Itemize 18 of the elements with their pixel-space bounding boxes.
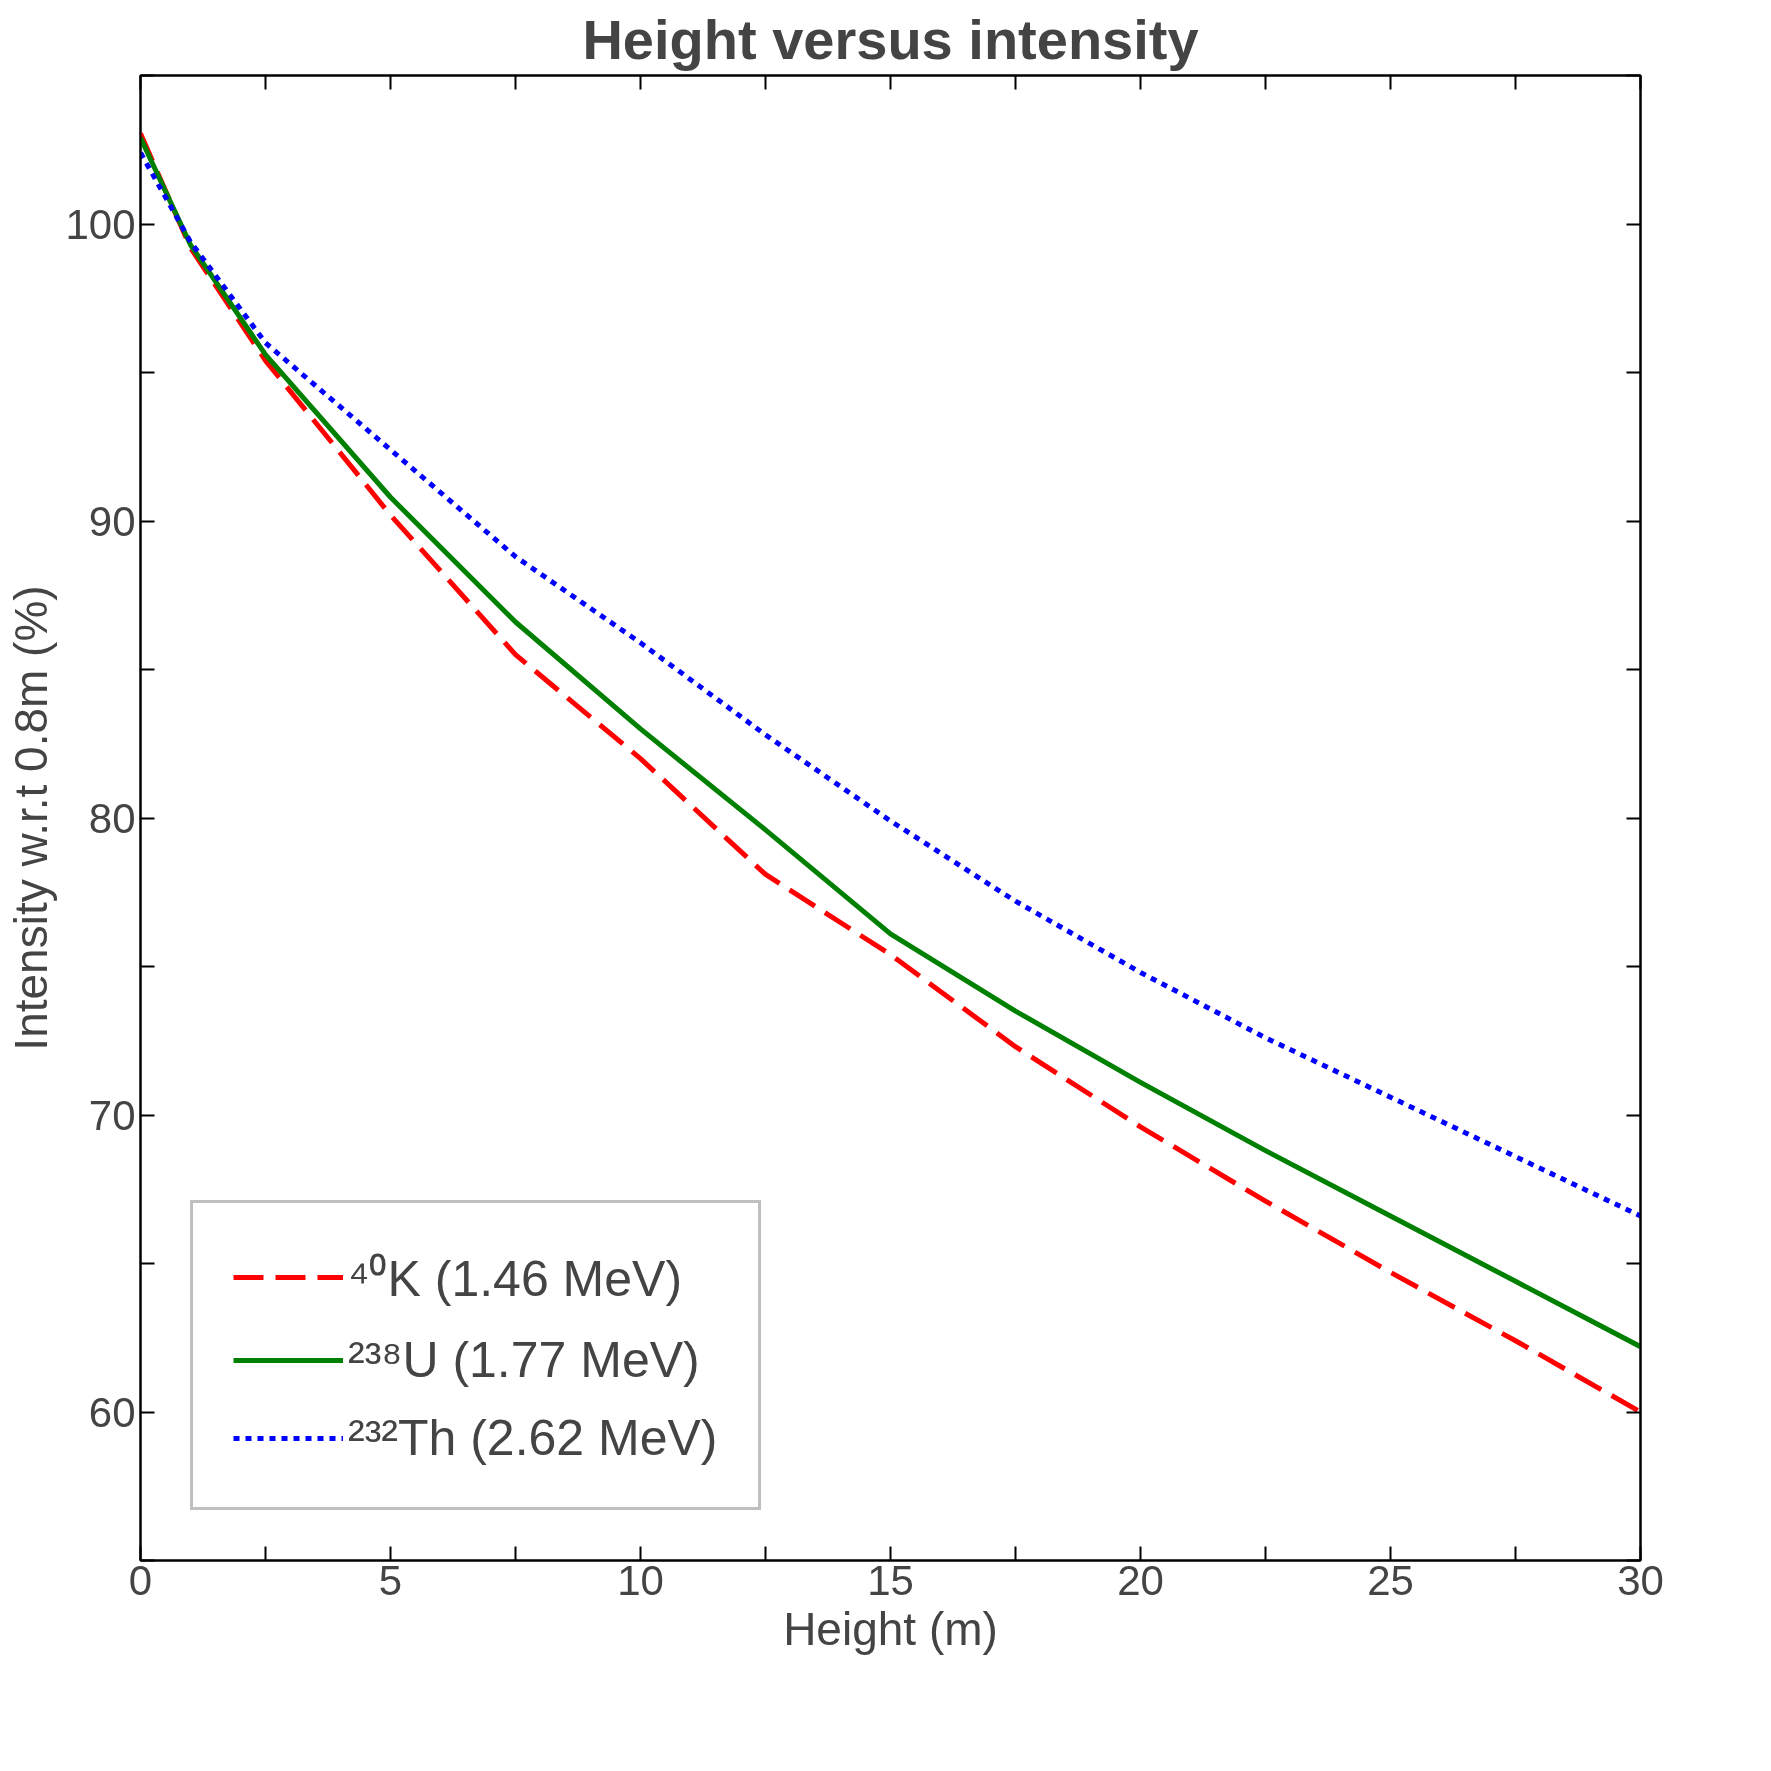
x-tick-label: 10 [617,1556,664,1604]
y-axis-title: Intensity w.r.t 0.8m (%) [5,585,58,1051]
y-tick-label: 60 [88,1388,136,1436]
legend-label: ²³²Th (2.62 MeV) [348,1409,718,1467]
x-tick-label: 25 [1367,1556,1414,1604]
y-tick-label: 70 [88,1091,136,1139]
legend-label: ⁴⁰K (1.46 MeV) [348,1250,683,1309]
x-tick-label: 15 [867,1556,914,1604]
x-tick-label: 30 [1617,1556,1664,1604]
y-tick-label: 100 [65,200,136,248]
x-tick-label: 20 [1117,1556,1164,1604]
legend-label: ²³⁸U (1.77 MeV) [348,1331,700,1389]
y-tick-label: 80 [88,794,136,842]
x-axis-title: Height (m) [783,1602,998,1655]
x-tick-label: 0 [128,1556,153,1604]
y-tick-label: 90 [88,497,136,545]
chart-title: Height versus intensity [582,7,1199,71]
x-tick-label: 5 [378,1556,403,1604]
